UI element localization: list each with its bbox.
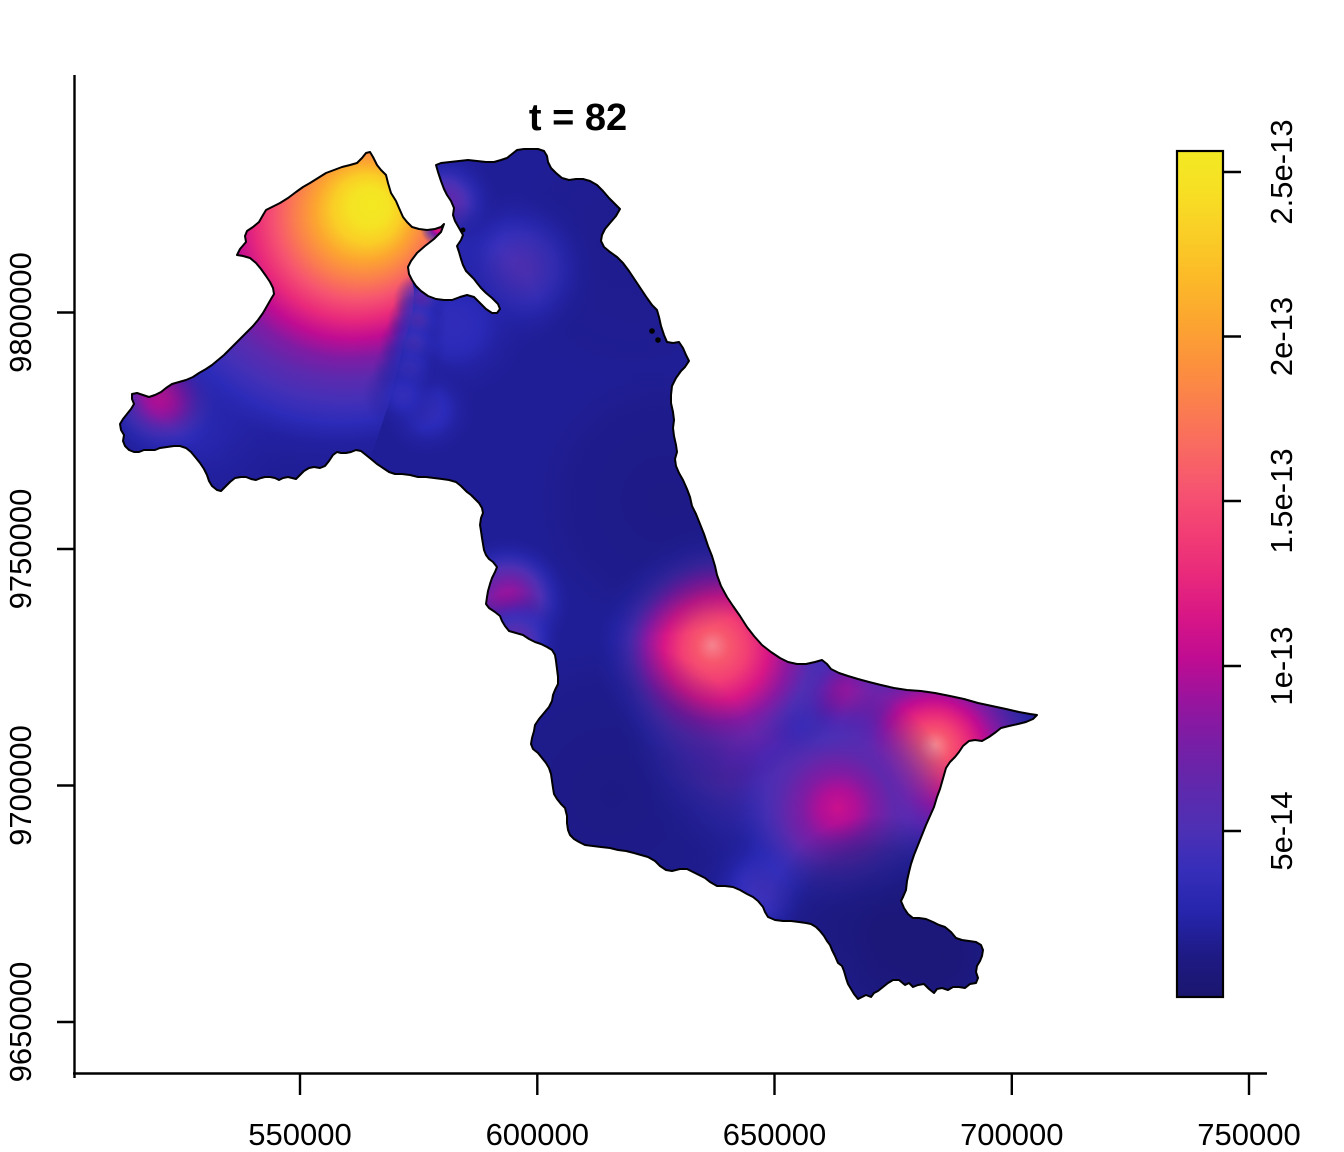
svg-text:2e-13: 2e-13 [1264, 297, 1299, 376]
svg-text:550000: 550000 [248, 1117, 351, 1152]
svg-text:600000: 600000 [486, 1117, 589, 1152]
svg-text:9650000: 9650000 [3, 962, 38, 1083]
svg-text:2.5e-13: 2.5e-13 [1264, 119, 1299, 224]
svg-text:9750000: 9750000 [3, 489, 38, 610]
svg-text:t = 82: t = 82 [529, 97, 627, 139]
svg-text:1.5e-13: 1.5e-13 [1264, 448, 1299, 553]
svg-text:750000: 750000 [1197, 1117, 1300, 1152]
svg-text:700000: 700000 [960, 1117, 1063, 1152]
svg-text:9700000: 9700000 [3, 725, 38, 846]
svg-text:5e-14: 5e-14 [1264, 791, 1299, 870]
svg-text:1e-13: 1e-13 [1264, 626, 1299, 705]
svg-text:9800000: 9800000 [3, 252, 38, 373]
svg-text:650000: 650000 [723, 1117, 826, 1152]
